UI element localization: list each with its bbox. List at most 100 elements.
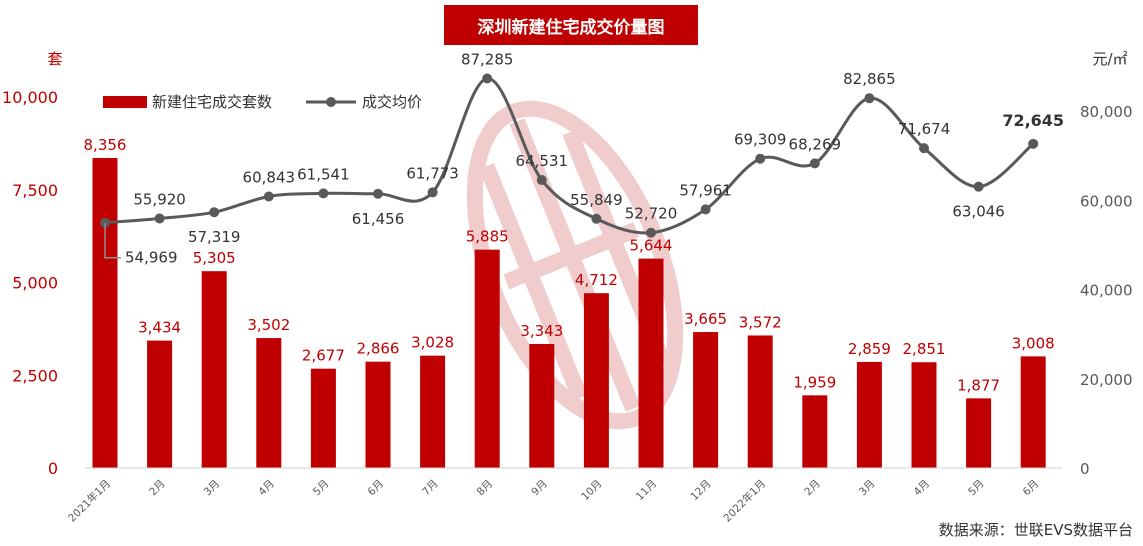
line-data-label: 61,456 (352, 210, 405, 228)
right-axis: 元/㎡ 0 20,000 40,000 60,000 80,000 (1080, 50, 1133, 478)
x-tick-label: 12月 (688, 478, 713, 503)
line-data-label: 82,865 (843, 70, 896, 88)
legend: 新建住宅成交套数 成交均价 (103, 93, 422, 111)
price-point (209, 207, 220, 218)
line-data-label: 57,319 (188, 228, 241, 246)
price-point (809, 158, 820, 169)
x-tick-label: 2021年1月 (65, 477, 113, 525)
left-tick-label: 5,000 (12, 274, 58, 293)
x-tick-label: 6月 (1021, 478, 1042, 499)
line-data-label: 63,046 (952, 203, 1005, 221)
price-point (482, 73, 493, 84)
bar-data-label: 4,712 (575, 271, 618, 289)
line-data-label: 61,541 (297, 165, 350, 183)
legend-bar-label: 新建住宅成交套数 (152, 93, 272, 111)
left-axis: 套 0 2,500 5,000 7,500 10,000 (2, 50, 62, 478)
bar-data-label: 5,885 (466, 228, 509, 246)
price-point (1028, 138, 1039, 149)
bar-data-label: 3,665 (684, 310, 727, 328)
price-point (373, 188, 383, 199)
x-tick-label: 8月 (475, 478, 496, 499)
bar (147, 340, 173, 468)
watermark-bars (479, 118, 671, 412)
source-note: 数据来源：世联EVS数据平台 (938, 521, 1133, 539)
line-data-label: 87,285 (461, 50, 514, 68)
x-tick-label: 5月 (311, 478, 332, 499)
bar (365, 361, 391, 468)
right-tick-label: 20,000 (1080, 371, 1133, 389)
bar (474, 249, 500, 468)
bar-data-label: 5,644 (630, 237, 673, 255)
price-point (318, 188, 329, 199)
line-labels: 54,969 55,920 57,319 60,843 61,541 61,456 61,7… (104, 50, 1064, 267)
bar-data-label: 3,028 (411, 334, 454, 352)
price-point (755, 153, 766, 164)
bar-data-label: 3,008 (1012, 334, 1055, 352)
line-series (100, 73, 1039, 238)
x-tick-label: 4月 (911, 478, 932, 499)
left-tick-label: 10,000 (2, 88, 58, 107)
bar-data-label: 3,434 (138, 319, 181, 337)
legend-line-label: 成交均价 (362, 93, 422, 111)
bar (802, 395, 828, 468)
price-point (263, 191, 274, 202)
bar-data-label: 1,959 (793, 373, 836, 391)
bar (256, 338, 282, 468)
x-tick-label: 2月 (147, 478, 168, 499)
bar-data-label: 3,572 (739, 313, 782, 331)
line-data-label: 54,969 (125, 249, 178, 267)
bar (529, 343, 555, 468)
x-tick-label: 2月 (802, 478, 823, 499)
chart-title: 深圳新建住宅成交价量图 (444, 5, 698, 45)
x-tick-label: 4月 (256, 478, 277, 499)
x-tick-label: 3月 (202, 478, 223, 499)
x-tick-label: 10月 (579, 478, 604, 503)
price-point (646, 227, 656, 238)
bar (92, 157, 118, 468)
price-point (591, 213, 602, 224)
bar (1020, 356, 1046, 468)
bar-data-label: 2,859 (848, 340, 891, 358)
x-tick-label: 6月 (365, 478, 386, 499)
bar (201, 271, 227, 468)
x-tick-label: 11月 (634, 478, 659, 503)
bar-data-label: 8,356 (84, 136, 127, 154)
x-tick-label: 9月 (529, 478, 550, 499)
line-data-label: 64,531 (516, 152, 569, 170)
price-point (864, 93, 875, 104)
bar-series (92, 157, 1046, 468)
bar (856, 361, 882, 468)
bar-data-label: 2,866 (357, 340, 400, 358)
bar (693, 332, 719, 468)
bar (583, 293, 609, 468)
bar (638, 258, 664, 468)
bar-labels: 8,356 3,434 5,305 3,502 2,677 2,866 3,028 5,885… (84, 136, 1055, 394)
right-tick-label: 60,000 (1080, 192, 1133, 210)
price-point (427, 187, 438, 198)
bar-data-label: 5,305 (193, 249, 236, 267)
bar-data-label: 3,502 (247, 316, 290, 334)
bar-data-label: 2,851 (903, 340, 946, 358)
legend-bar-swatch (103, 96, 147, 108)
line-data-label: 60,843 (243, 168, 296, 186)
left-tick-label: 0 (48, 459, 58, 478)
line-data-label: 69,309 (734, 131, 787, 149)
line-data-label: 57,961 (679, 181, 732, 199)
x-axis: 2021年1月 2月 3月 4月 5月 6月 7月 8月 9月 10月 11月 12月 2022年1月 2… (65, 467, 1062, 525)
right-tick-label: 0 (1080, 460, 1090, 478)
line-data-label: 71,674 (898, 120, 951, 138)
right-tick-label: 80,000 (1080, 103, 1133, 121)
bar (747, 335, 773, 468)
line-data-label: 55,849 (570, 191, 623, 209)
price-point (536, 175, 547, 186)
left-tick-label: 2,500 (12, 366, 58, 385)
line-data-label: 52,720 (625, 205, 678, 223)
bar (966, 398, 992, 468)
line-data-label: 72,645 (1002, 111, 1064, 130)
bar (911, 362, 937, 468)
bar-data-label: 3,343 (520, 322, 563, 340)
x-tick-label: 3月 (857, 478, 878, 499)
left-axis-unit: 套 (47, 50, 62, 68)
bar (420, 355, 446, 468)
